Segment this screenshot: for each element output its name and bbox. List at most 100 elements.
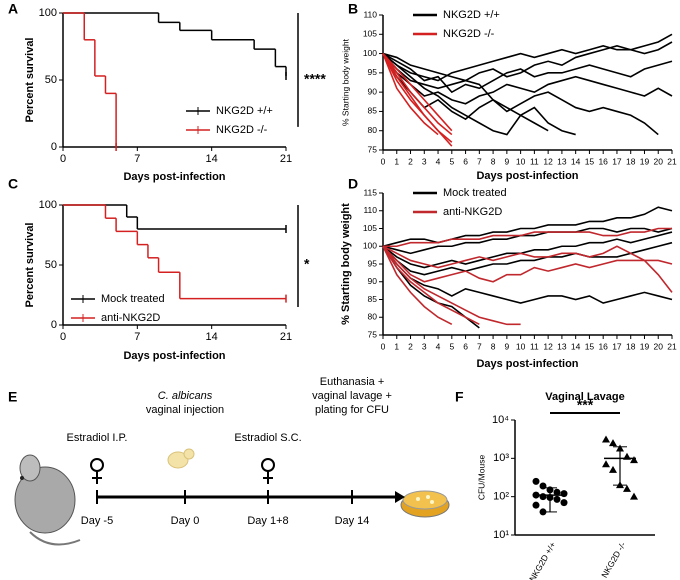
x-tick-label: 2 bbox=[408, 341, 413, 351]
step-day: Day -5 bbox=[81, 515, 113, 527]
step-day: Day 0 bbox=[171, 515, 200, 527]
x-tick-label: 11 bbox=[530, 341, 539, 351]
weight-line bbox=[382, 245, 673, 293]
panel-label: A bbox=[8, 1, 18, 17]
weight-line bbox=[382, 41, 673, 90]
y-tick-label: 100 bbox=[39, 199, 57, 211]
weight-line bbox=[382, 53, 439, 136]
x-tick-label: 18 bbox=[626, 341, 636, 351]
x-tick-label: 13 bbox=[557, 341, 567, 351]
y-tick-label: 80 bbox=[368, 312, 378, 322]
x-tick-label: 7 bbox=[134, 153, 140, 165]
data-point bbox=[553, 488, 561, 496]
weight-line bbox=[382, 206, 673, 248]
x-tick-label: 7 bbox=[134, 331, 140, 343]
y-tick-label: 10¹ bbox=[493, 529, 509, 541]
step-day: Day 14 bbox=[335, 515, 370, 527]
data-point bbox=[602, 460, 610, 468]
step-label: C. albicans bbox=[158, 390, 213, 402]
x-tick-label: 19 bbox=[640, 341, 650, 351]
x-tick-label: 5 bbox=[449, 341, 454, 351]
significance-label: *** bbox=[577, 397, 594, 413]
weight-line bbox=[383, 227, 672, 248]
panel-label: D bbox=[348, 176, 358, 192]
y-axis-title: % Starting body weight bbox=[340, 38, 350, 126]
x-tick-label: 21 bbox=[280, 331, 292, 343]
legend-label: NKG2D +/+ bbox=[443, 9, 500, 21]
x-tick-label: 14 bbox=[206, 153, 218, 165]
data-point bbox=[630, 456, 638, 464]
y-axis-title: Percent survival bbox=[24, 223, 36, 308]
weight-line bbox=[382, 245, 673, 283]
y-axis-title: Percent survival bbox=[24, 38, 36, 123]
x-tick-label: 9 bbox=[504, 341, 509, 351]
data-point bbox=[630, 492, 638, 500]
data-point bbox=[539, 482, 547, 490]
x-tick-label: 8 bbox=[491, 341, 496, 351]
x-tick-label: 1 bbox=[394, 341, 399, 351]
x-tick-label: 13 bbox=[557, 156, 567, 166]
data-point bbox=[623, 484, 631, 492]
weight-line bbox=[382, 245, 673, 304]
data-point bbox=[532, 501, 540, 509]
y-tick-label: 85 bbox=[368, 106, 378, 116]
yeast-icon bbox=[167, 448, 195, 469]
x-tick-label: 10 bbox=[516, 341, 526, 351]
significance-label: **** bbox=[304, 71, 326, 87]
female-symbol bbox=[90, 458, 104, 472]
legend-label: Mock treated bbox=[443, 187, 507, 199]
x-tick-label: 6 bbox=[463, 341, 468, 351]
x-tick-label: 7 bbox=[477, 341, 482, 351]
x-tick-label: 19 bbox=[640, 156, 650, 166]
y-tick-label: 110 bbox=[363, 9, 377, 19]
data-point bbox=[602, 435, 610, 443]
chart-title: Vaginal Lavage bbox=[545, 391, 624, 403]
x-tick-label: NKG2D +/+ bbox=[527, 540, 558, 580]
x-tick-label: 4 bbox=[436, 341, 441, 351]
weight-line bbox=[382, 52, 673, 94]
legend-label: Mock treated bbox=[101, 293, 165, 305]
x-tick-label: 21 bbox=[667, 341, 677, 351]
significance-label: * bbox=[304, 256, 310, 272]
x-tick-label: 16 bbox=[598, 156, 608, 166]
step-label: Estradiol S.C. bbox=[234, 432, 301, 444]
y-tick-label: 85 bbox=[368, 294, 378, 304]
x-tick-label: 21 bbox=[667, 156, 677, 166]
y-tick-label: 80 bbox=[368, 125, 378, 135]
x-tick-label: 1 bbox=[394, 156, 399, 166]
x-tick-label: 21 bbox=[280, 153, 292, 165]
x-tick-label: 0 bbox=[60, 153, 66, 165]
step-label: vaginal lavage + bbox=[312, 390, 392, 402]
data-point bbox=[553, 495, 561, 503]
y-tick-label: 95 bbox=[368, 258, 378, 268]
y-tick-label: 0 bbox=[51, 141, 57, 153]
y-tick-label: 100 bbox=[363, 241, 377, 251]
y-tick-label: 105 bbox=[363, 29, 377, 39]
y-tick-label: 10³ bbox=[493, 452, 509, 464]
y-tick-label: 100 bbox=[39, 7, 57, 19]
data-point bbox=[532, 477, 540, 485]
mouse-icon bbox=[14, 454, 81, 546]
y-axis-title: % Starting body weight bbox=[340, 203, 352, 325]
step-label: plating for CFU bbox=[315, 404, 389, 416]
legend-label: NKG2D +/+ bbox=[216, 105, 273, 117]
step-label: Euthanasia + bbox=[320, 376, 385, 388]
step-day: Day 1+8 bbox=[247, 515, 288, 527]
x-axis-title: Days post-infection bbox=[476, 358, 578, 370]
x-tick-label: 10 bbox=[516, 156, 526, 166]
x-tick-label: 20 bbox=[654, 341, 664, 351]
x-tick-label: 12 bbox=[543, 341, 553, 351]
weight-line bbox=[382, 53, 673, 105]
weight-line bbox=[382, 53, 453, 147]
x-tick-label: 6 bbox=[463, 156, 468, 166]
legend-label: NKG2D -/- bbox=[216, 124, 268, 136]
data-point bbox=[560, 490, 568, 498]
legend-label: anti-NKG2D bbox=[101, 312, 160, 324]
x-tick-label: 0 bbox=[381, 156, 386, 166]
weight-line bbox=[382, 53, 453, 136]
step-label: Estradiol I.P. bbox=[67, 432, 128, 444]
x-tick-label: 14 bbox=[206, 331, 218, 343]
timeline-arrow bbox=[395, 491, 405, 503]
x-tick-label: NKG2D -/- bbox=[599, 540, 628, 580]
